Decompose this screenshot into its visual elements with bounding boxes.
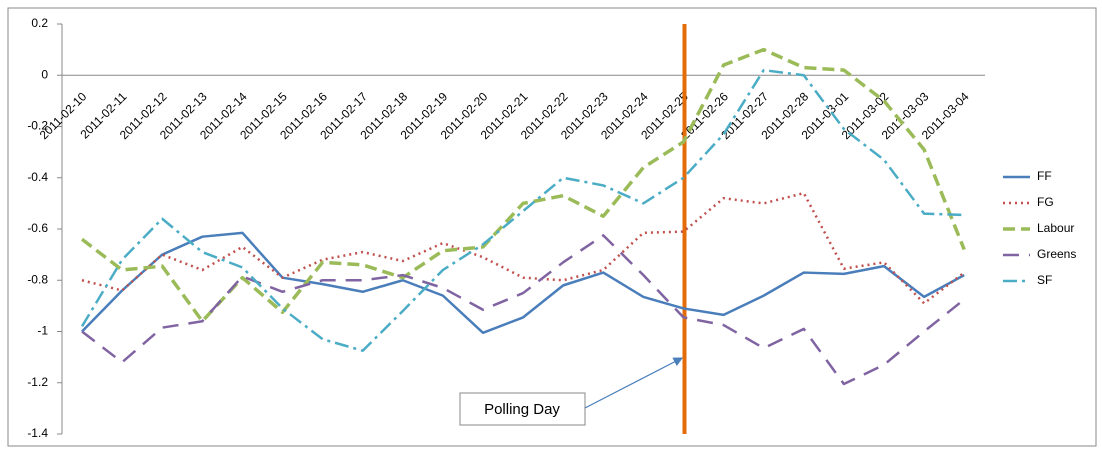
series-line — [81, 234, 965, 386]
y-tick-label: -1.4 — [27, 426, 48, 440]
annotation: Polling Day — [484, 401, 560, 418]
legend-label: SF — [1037, 273, 1052, 287]
y-tick-label: 0 — [41, 67, 48, 81]
chart-frame — [7, 7, 1097, 447]
y-tick-label: 0.2 — [31, 16, 48, 30]
series-line — [81, 231, 965, 335]
y-tick-label: -1 — [37, 324, 48, 338]
y-tick-label: -0.6 — [27, 221, 48, 235]
y-tick-label: -0.8 — [27, 272, 48, 286]
annotation-arrow — [584, 357, 684, 409]
legend-label: FG — [1037, 195, 1054, 209]
y-tick-label: -1.2 — [27, 375, 48, 389]
legend-label: Labour — [1037, 221, 1074, 235]
legend-label: Greens — [1037, 247, 1076, 261]
series-line — [81, 191, 965, 305]
y-tick-label: -0.4 — [27, 170, 48, 184]
y-tick-label: -0.2 — [27, 119, 48, 133]
legend-label: FF — [1037, 169, 1052, 183]
series-line — [80, 68, 965, 352]
annotation-box — [459, 392, 586, 426]
